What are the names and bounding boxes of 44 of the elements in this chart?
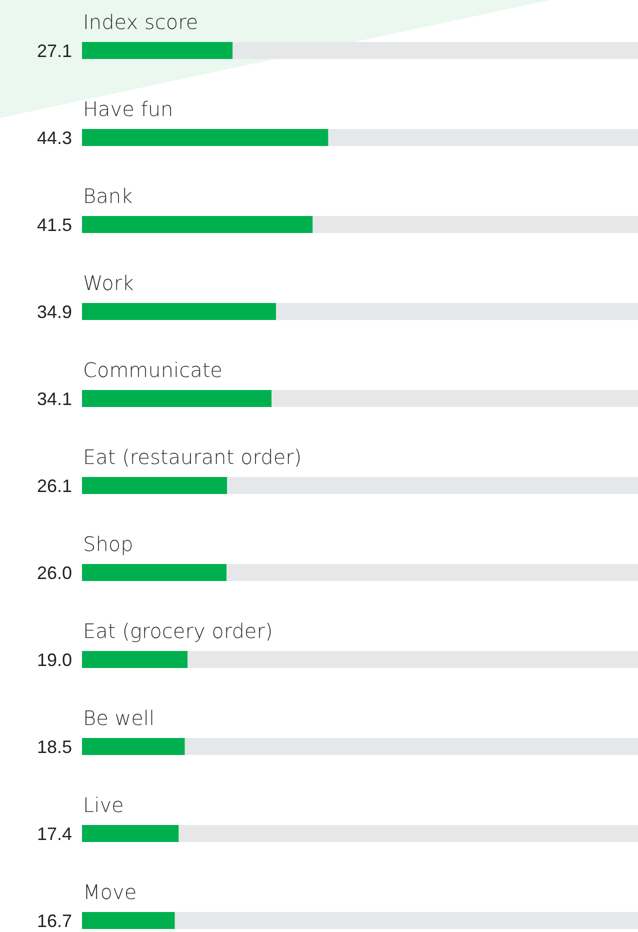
data-label: 27.1 [36,41,72,61]
y-tick-label: Communicate [83,358,222,382]
bar [82,825,179,842]
data-label: 34.9 [36,302,72,322]
y-tick-label: Move [83,880,137,904]
y-tick-label: Live [83,793,124,817]
bar [184,738,638,755]
data-label: 19.0 [36,650,72,670]
y-tick-label: Work [83,271,134,295]
data-label: 44.3 [36,128,72,148]
bar [82,651,188,668]
y-tick-label: Index score [83,10,198,34]
bar [178,825,638,842]
bar [276,303,638,320]
y-tick-label: Shop [83,532,134,556]
bar [226,564,638,581]
bar [82,912,175,929]
bar [227,477,638,494]
data-label: 26.0 [36,563,72,583]
bar [272,390,638,407]
y-tick-label: Bank [83,184,133,208]
bar [82,42,233,59]
y-tick-label: Eat (restaurant order) [83,445,302,469]
bar [174,912,638,929]
bar [82,477,228,494]
bar [82,390,272,407]
bar [82,216,313,233]
y-tick-label: Have fun [83,97,174,121]
bar [82,129,328,146]
bar [82,738,185,755]
bar [188,651,638,668]
y-tick-label: Be well [83,706,155,730]
data-label: 16.7 [36,911,72,931]
y-tick-label: Eat (grocery order) [83,619,273,643]
data-label: 17.4 [36,824,72,844]
bar [328,129,638,146]
bar [312,216,638,233]
bar [82,564,227,581]
data-label: 18.5 [36,737,72,757]
data-label: 41.5 [36,215,72,235]
data-label: 34.1 [36,389,72,409]
bar [82,303,276,320]
bar [232,42,638,59]
data-label: 26.1 [36,476,72,496]
